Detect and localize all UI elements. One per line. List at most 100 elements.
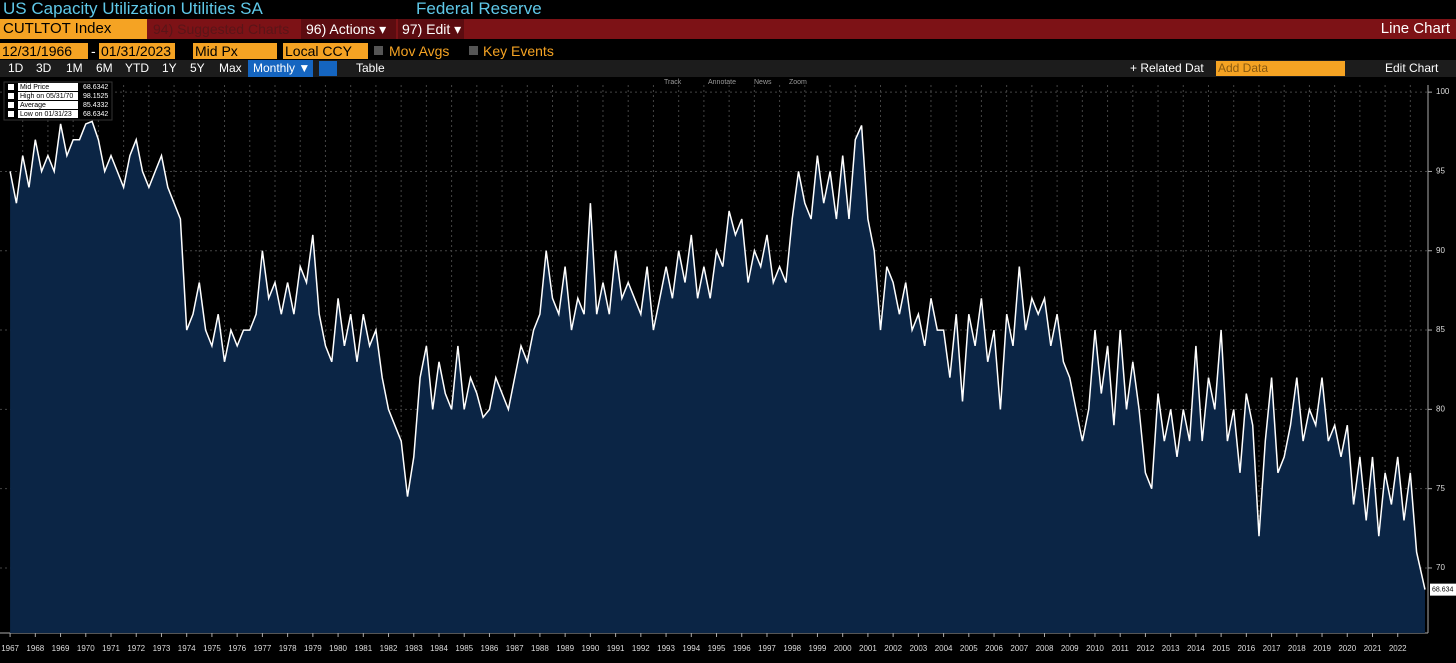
- x-tick-label: 1991: [607, 644, 625, 653]
- add-data[interactable]: Add Data: [1216, 61, 1345, 76]
- chart-tool: Annotate: [708, 79, 736, 86]
- x-tick-label: 1981: [354, 644, 372, 653]
- x-tick-label: 1999: [809, 644, 827, 653]
- x-tick-label: 1978: [279, 644, 297, 653]
- y-tick-label: 95: [1436, 167, 1445, 176]
- y-tick-label: 85: [1436, 325, 1445, 334]
- date-separator: -: [91, 43, 96, 59]
- chart-type: Line Chart: [1380, 20, 1450, 37]
- x-tick-label: 2002: [884, 644, 902, 653]
- y-tick-label: 90: [1436, 246, 1445, 255]
- period[interactable]: 5Y: [190, 61, 205, 75]
- last-value-label: 68.634: [1432, 586, 1454, 593]
- x-tick-label: 1976: [228, 644, 246, 653]
- x-tick-label: 2015: [1212, 644, 1230, 653]
- period[interactable]: 3D: [36, 61, 52, 75]
- period[interactable]: Max: [219, 61, 242, 75]
- edit-chart[interactable]: Edit Chart: [1385, 61, 1439, 75]
- legend-label: Mid Price: [20, 84, 49, 91]
- legend-label: Average: [20, 102, 46, 109]
- start-date[interactable]: 12/31/1966: [0, 43, 88, 59]
- period[interactable]: 1M: [66, 61, 83, 75]
- x-tick-label: 1974: [178, 644, 196, 653]
- legend: Mid Price 68.6342 High on 05/31/70 98.1525 A…: [3, 81, 113, 121]
- x-tick-label: 2007: [1010, 644, 1028, 653]
- y-tick-label: 75: [1436, 484, 1445, 493]
- title: US Capacity Utilization Utilities SA: [3, 0, 263, 18]
- period[interactable]: 1Y: [162, 61, 177, 75]
- price-field[interactable]: Mid Px: [193, 43, 277, 59]
- ticker[interactable]: CUTLTOT Index: [0, 19, 147, 39]
- table[interactable]: Table: [356, 61, 385, 75]
- currency[interactable]: Local CCY: [283, 43, 368, 59]
- x-tick-label: 1970: [77, 644, 95, 653]
- x-tick-label: 1972: [127, 644, 145, 653]
- x-tick-label: 1988: [531, 644, 549, 653]
- x-tick-label: 1986: [481, 644, 499, 653]
- x-tick-label: 1985: [455, 644, 473, 653]
- checkbox[interactable]: [469, 46, 478, 55]
- x-tick-label: 2008: [1036, 644, 1054, 653]
- x-tick-label: 1995: [708, 644, 726, 653]
- x-tick-label: 1997: [758, 644, 776, 653]
- period[interactable]: 6M: [96, 61, 113, 75]
- period[interactable]: 1D: [8, 61, 24, 75]
- legend-value: 98.1525: [83, 93, 108, 100]
- period[interactable]: YTD: [125, 61, 149, 75]
- legend-swatch: [8, 111, 14, 117]
- x-tick-label: 2013: [1162, 644, 1180, 653]
- x-tick-label: 1992: [632, 644, 650, 653]
- x-tick-label: 2010: [1086, 644, 1104, 653]
- x-tick-label: 1975: [203, 644, 221, 653]
- x-tick-label: 1990: [581, 644, 599, 653]
- x-tick-label: 1977: [253, 644, 271, 653]
- actions[interactable]: 96) Actions ▾: [301, 19, 396, 39]
- end-date[interactable]: 01/31/2023: [99, 43, 175, 59]
- x-tick-label: 1989: [556, 644, 574, 653]
- x-tick-label: 1969: [52, 644, 70, 653]
- x-tick-label: 1996: [733, 644, 751, 653]
- x-tick-label: 2001: [859, 644, 877, 653]
- legend-label-bg: [18, 92, 78, 100]
- suggested-charts[interactable]: 94) Suggested Charts: [153, 21, 290, 37]
- legend-value: 85.4332: [83, 102, 108, 109]
- chart-icon[interactable]: [319, 61, 337, 76]
- last-value-box: [1430, 583, 1456, 596]
- line: [9, 120, 1426, 590]
- x-tick-label: 2019: [1313, 644, 1331, 653]
- y-tick-label: 70: [1436, 563, 1445, 572]
- x-tick-label: 2000: [834, 644, 852, 653]
- x-tick-label: 1980: [329, 644, 347, 653]
- legend-label: High on 05/31/70: [20, 93, 73, 100]
- x-tick-label: 2012: [1137, 644, 1155, 653]
- legend-value: 68.6342: [83, 84, 108, 91]
- mov-avgs[interactable]: Mov Avgs: [389, 43, 450, 59]
- x-tick-label: 2009: [1061, 644, 1079, 653]
- legend-label-bg: [18, 110, 78, 118]
- x-tick-label: 2011: [1112, 644, 1130, 653]
- edit[interactable]: 97) Edit ▾: [398, 19, 464, 39]
- x-tick-label: 1982: [380, 644, 398, 653]
- x-tick-label: 1968: [26, 644, 44, 653]
- legend-label: Low on 01/31/23: [20, 111, 72, 118]
- key-events[interactable]: Key Events: [483, 43, 554, 59]
- checkbox[interactable]: [374, 46, 383, 55]
- title-bar: [0, 0, 1456, 19]
- chart-tool: News: [754, 79, 772, 86]
- x-tick-label: 1983: [405, 644, 423, 653]
- source: Federal Reserve: [416, 0, 542, 18]
- area: [10, 121, 1425, 634]
- legend-swatch: [8, 84, 14, 90]
- x-tick-label: 2006: [985, 644, 1003, 653]
- x-tick-label: 2022: [1389, 644, 1407, 653]
- period-bar: [0, 60, 1456, 77]
- frequency[interactable]: Monthly ▼: [248, 60, 313, 77]
- related-data[interactable]: + Related Dat: [1130, 61, 1204, 75]
- x-tick-label: 2004: [935, 644, 953, 653]
- legend-swatch: [8, 102, 14, 108]
- x-tick-label: 2017: [1263, 644, 1281, 653]
- x-tick-label: 2018: [1288, 644, 1306, 653]
- x-tick-label: 1979: [304, 644, 322, 653]
- x-tick-label: 2014: [1187, 644, 1205, 653]
